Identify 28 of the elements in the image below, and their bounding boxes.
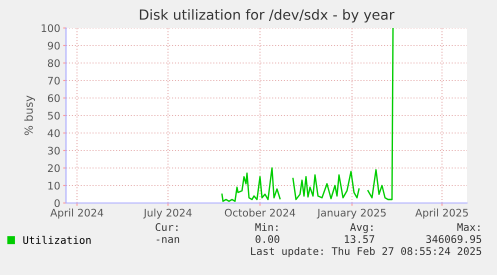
y-tick-label: 70 — [48, 76, 60, 85]
y-tick-label: 80 — [48, 59, 60, 68]
text: Max: — [457, 223, 480, 232]
y-tick-label: 0 — [54, 199, 60, 208]
legend-label: Utilization — [23, 236, 91, 244]
y-tick-label: 90 — [48, 42, 60, 50]
text: -nan — [156, 237, 180, 244]
y-tick-label: 10 — [48, 182, 60, 190]
y-tick-label: 50 — [48, 112, 60, 120]
text: Last update: Thu Feb 27 08:55:24 2025 — [251, 246, 482, 258]
chart-title: Disk utilization for /dev/sdx - by year — [140, 9, 394, 23]
y-tick-label: 60 — [48, 94, 60, 102]
y-axis-title: % busy — [24, 96, 36, 136]
text: 13.57 — [344, 235, 374, 244]
x-tick-label: April 2024 — [50, 208, 104, 219]
y-tick-label: 100 — [42, 24, 60, 32]
y-tick-label: 20 — [48, 164, 60, 172]
x-tick-label: January 2025 — [316, 208, 386, 219]
x-tick-label: April 2025 — [415, 208, 468, 219]
text: Avg: — [350, 223, 372, 234]
text: Min: — [255, 222, 278, 231]
text: 346069.95 — [426, 235, 482, 244]
y-tick-label: 30 — [48, 146, 60, 155]
y-tick-label: 40 — [48, 129, 60, 138]
text: Cur: — [156, 223, 178, 232]
text: 0.00 — [256, 235, 280, 244]
x-tick-label: October 2024 — [224, 208, 296, 217]
x-tick-label: July 2024 — [143, 208, 192, 219]
